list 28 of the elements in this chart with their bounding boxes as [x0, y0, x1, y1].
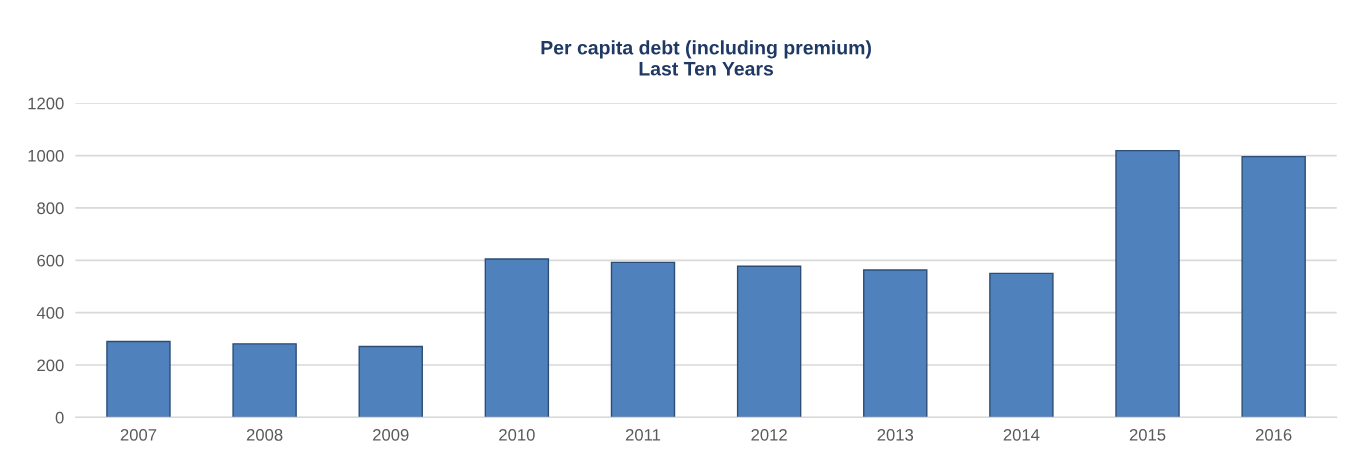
x-tick-label: 2010 — [499, 428, 535, 441]
y-tick-label: 1200 — [28, 97, 64, 110]
x-tick-label: 2015 — [1129, 428, 1166, 441]
bar — [1241, 155, 1306, 418]
bar — [1115, 149, 1180, 418]
x-tick-label: 2007 — [120, 428, 157, 441]
y-tick-label: 400 — [36, 307, 64, 319]
y-tick-label: 0 — [55, 411, 64, 424]
x-tick-label: 2011 — [625, 428, 661, 441]
bar — [736, 265, 802, 418]
y-tick-label: 600 — [37, 254, 64, 267]
bar — [232, 343, 297, 418]
bar — [610, 261, 676, 418]
bar — [106, 340, 171, 418]
y-tick-label: 1000 — [28, 149, 64, 162]
bar — [484, 258, 550, 418]
bar — [989, 272, 1054, 418]
x-tick-label: 2012 — [751, 428, 787, 441]
x-tick-label: 2008 — [246, 428, 283, 441]
x-tick-label: 2013 — [877, 428, 914, 441]
x-tick-label: 2014 — [1003, 428, 1040, 441]
x-tick-label: 2016 — [1255, 428, 1292, 441]
y-tick-label: 800 — [37, 202, 64, 215]
y-tick-label: 200 — [37, 359, 64, 372]
bar — [863, 269, 928, 418]
chart-title: Per capita debt (including premium) Last Ten Years — [541, 40, 871, 76]
x-tick-label: 2009 — [373, 428, 409, 441]
bar — [358, 345, 423, 418]
